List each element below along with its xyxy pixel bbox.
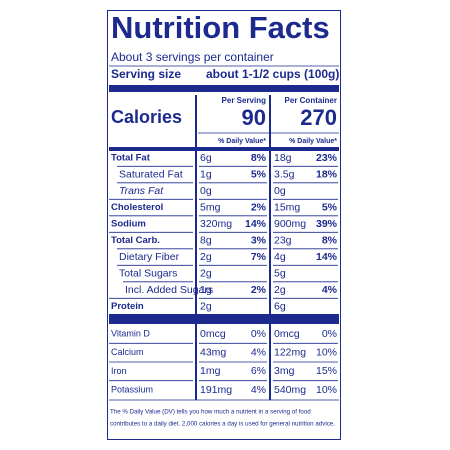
daily-value: 15% [316,365,337,377]
nutrient-name: Protein [111,301,144,312]
amount: 23g [274,234,292,246]
amount: 0mcg [200,328,226,340]
daily-value: 4% [322,284,338,296]
amount: 2g [200,300,212,312]
amount: 5mg [200,201,221,213]
daily-value: 10% [316,346,337,358]
calories-value: 270 [300,105,337,130]
title: Nutrition Facts [111,10,330,45]
daily-value: 2% [251,284,267,296]
nutrient-name: Total Fat [111,153,151,164]
amount: 5g [274,267,286,279]
amount: 6g [274,300,286,312]
amount: 320mg [200,218,232,230]
header: Per Serving [222,96,267,105]
nutrient-name: Sodium [111,219,146,230]
amount: 1g [200,284,212,296]
label-border [107,10,341,440]
amount: 2g [200,267,212,279]
dv-header: % Daily Value* [289,138,337,145]
daily-value: 39% [316,218,338,230]
amount: 43mg [200,346,226,358]
daily-value: 5% [322,201,338,213]
vitamin-name: Calcium [111,347,144,357]
header: Per Container [285,96,337,105]
daily-value: 4% [251,346,266,358]
amount: 900mg [274,218,306,230]
nutrient-name: Cholesterol [111,202,163,213]
amount: 122mg [274,346,306,358]
amount: 15mg [274,201,300,213]
calories-value: 90 [242,105,266,130]
daily-value: 6% [251,365,266,377]
vitamin-name: Iron [111,366,127,376]
amount: 540mg [274,384,306,396]
nutrient-name: Dietary Fiber [119,251,180,263]
nutrient-name: Incl. Added Sugars [125,284,213,296]
daily-value: 5% [251,168,267,180]
daily-value: 2% [251,201,267,213]
daily-value: 10% [316,384,337,396]
nutrient-name: Total Carb. [111,235,160,246]
dv-header: % Daily Value* [218,138,266,145]
amount: 2g [200,251,212,263]
serving-size-label: Serving size [111,67,181,81]
amount: 2g [274,284,286,296]
thick-bar [109,314,339,324]
daily-value: 3% [251,234,267,246]
footnote: contributes to a daily diet. 2,000 calor… [110,421,335,428]
nutrient-name: Saturated Fat [119,168,183,180]
daily-value: 8% [251,152,267,164]
footnote: The % Daily Value (DV) tells you how muc… [110,409,311,416]
amount: 1g [200,168,212,180]
nutrient-name: Trans Fat [119,185,164,197]
daily-value: 23% [316,152,338,164]
daily-value: 0% [251,328,266,340]
daily-value: 4% [251,384,266,396]
amount: 3.5g [274,168,295,180]
calories-label: Calories [111,107,182,127]
amount: 3mg [274,365,295,377]
servings: About 3 servings per container [111,50,274,64]
amount: 8g [200,234,212,246]
amount: 4g [274,251,286,263]
daily-value: 0% [322,328,337,340]
amount: 0g [200,185,212,197]
amount: 0mcg [274,328,300,340]
amount: 18g [274,152,292,164]
daily-value: 14% [316,251,338,263]
amount: 1mg [200,365,221,377]
daily-value: 14% [245,218,267,230]
amount: 191mg [200,384,232,396]
daily-value: 7% [251,251,267,263]
daily-value: 18% [316,168,338,180]
amount: 6g [200,152,212,164]
nutrient-name: Total Sugars [119,267,177,279]
amount: 0g [274,185,286,197]
thick-bar [109,85,339,92]
thick-bar [109,147,339,151]
serving-size-value: about 1-1/2 cups (100g) [206,67,339,81]
vitamin-name: Potassium [111,384,153,394]
vitamin-name: Vitamin D [111,328,150,338]
daily-value: 8% [322,234,338,246]
